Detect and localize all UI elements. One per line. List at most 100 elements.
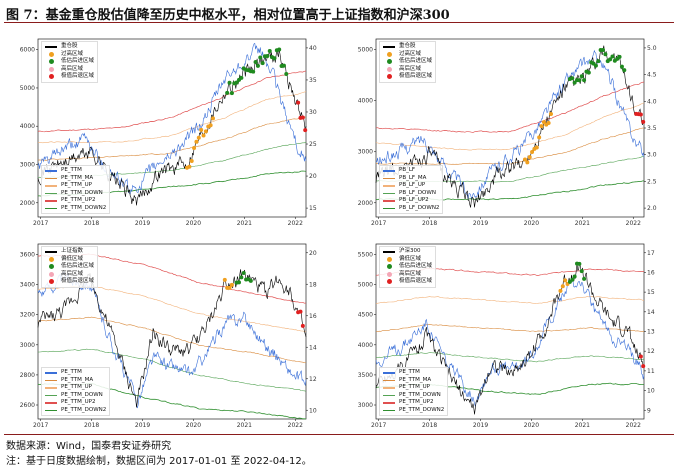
source-note: 数据来源：Wind，国泰君安证券研究: [6, 441, 172, 452]
y-left-tick-label: 3600: [20, 252, 35, 259]
legend-label: 过高区域: [399, 50, 422, 57]
chart-panel-top-right: 2017 2018 2019 2020 2021 2022 2000 3000 4000 5000…: [350, 33, 668, 231]
legend-entry: PE_TTM_MA: [383, 377, 444, 385]
marker-green: [577, 261, 582, 266]
legend-swatch: [387, 264, 392, 270]
legend-entry: PE_TTM: [45, 369, 106, 377]
y-right-tick-label: 10: [647, 388, 655, 395]
x-tick-label: 2018: [84, 422, 99, 429]
marker-green: [272, 56, 277, 61]
y-left-tick-label: 3000: [20, 161, 35, 168]
marker-green: [239, 275, 244, 280]
series-up-line: [37, 91, 307, 144]
legend-label: PE_TTM_DOWN: [61, 189, 103, 196]
legend-label: PB_LF_UP: [399, 182, 426, 188]
legend-swatch: [383, 200, 395, 202]
legend-entry: 高后区域: [383, 66, 432, 74]
legend-swatch: [387, 51, 392, 57]
x-tick-label: 2020: [186, 422, 201, 429]
marker-green: [281, 63, 286, 68]
legend-entry: 偏低区域: [45, 256, 94, 264]
legend-swatch: [383, 372, 395, 374]
legend-entry: PB_LF_UP2: [383, 197, 439, 205]
figure-title: 图 7：基金重仓股估值降至历史中枢水平，相对位置高于上证指数和沪深300: [6, 8, 450, 23]
legend-label: 偏低区域: [399, 255, 422, 262]
legend-swatch: [387, 66, 392, 72]
legend-entry: PE_TTM_UP2: [383, 399, 444, 407]
y-right-tick-label: 3.0: [647, 152, 657, 159]
marker-green: [284, 72, 289, 77]
bottom-rule: [4, 434, 674, 435]
series-index-line: [375, 262, 645, 415]
y-left-tick-label: 2800: [20, 372, 35, 379]
x-tick-label: 2020: [524, 220, 539, 227]
legend-markers: 重仓股 过高区域 低估后进区域 高后区域 极值后退区域: [379, 41, 437, 83]
marker-green: [237, 280, 241, 285]
marker-green: [601, 47, 606, 52]
marker-green: [570, 277, 575, 282]
marker-red: [296, 100, 301, 105]
y-right-tick-label: 16: [309, 313, 317, 320]
marker-red: [298, 309, 303, 314]
legend-label: 沪深300: [399, 248, 421, 254]
marker-green: [617, 54, 622, 59]
legend-label: PE_TTM_MA: [61, 376, 94, 383]
x-tick-label: 2021: [575, 220, 590, 227]
y-right-tick-label: 3.5: [647, 125, 657, 132]
marker-over: [208, 123, 213, 128]
marker-green: [579, 269, 584, 274]
y-left-tick-label: 5000: [358, 282, 373, 289]
legend-swatch: [383, 402, 395, 404]
marker-green: [610, 54, 615, 59]
y-left-tick-label: 2600: [20, 402, 35, 409]
legend-swatch: [383, 409, 395, 411]
y-right-tick-label: 12: [647, 348, 655, 355]
legend-swatch: [49, 51, 54, 57]
legend-swatch: [49, 271, 54, 277]
marker-green: [260, 61, 265, 66]
marker-green: [619, 64, 624, 69]
legend-entry: PB_LF_MA: [383, 175, 439, 183]
y-left-tick-label: 5000: [20, 85, 35, 92]
legend-entry: 极值后退区域: [383, 278, 432, 286]
legend-entry: PE_TTM_DOWN: [383, 392, 444, 400]
legend-entry: PE_TTM_DOWN2: [383, 407, 444, 415]
marker-over: [201, 133, 206, 138]
marker-green: [265, 53, 270, 58]
y-left-tick-label: 3200: [20, 312, 35, 319]
y-left-tick-label: 3400: [20, 282, 35, 289]
legend-entry: PE_TTM_DOWN: [45, 190, 106, 198]
legend-swatch: [45, 185, 57, 187]
y-right-tick-label: 20: [309, 173, 317, 180]
y-right-tick-label: 17: [647, 250, 655, 257]
y-right-tick-label: 40: [309, 45, 317, 52]
x-tick-label: 2022: [626, 220, 641, 227]
marker-green: [579, 74, 584, 79]
legend-label: 高后区域: [61, 65, 84, 72]
marker-over: [203, 129, 208, 134]
y-right-tick-label: 25: [309, 141, 317, 148]
marker-red: [641, 119, 646, 124]
x-tick-label: 2017: [33, 422, 48, 429]
marker-over: [539, 124, 544, 129]
marker-over: [199, 127, 204, 132]
marker-green: [255, 63, 260, 68]
legend-label: PE_TTM_DOWN2: [61, 204, 107, 211]
legend-entry: PE_TTM_MA: [45, 377, 106, 385]
x-tick-label: 2020: [186, 220, 201, 227]
x-tick-label: 2021: [575, 422, 590, 429]
legend-swatch: [45, 372, 57, 374]
marker-green: [622, 68, 627, 73]
legend-swatch: [49, 59, 54, 65]
marker-green: [570, 76, 575, 81]
x-tick-label: 2018: [422, 220, 437, 227]
legend-entry: 偏低区域: [383, 256, 432, 264]
legend-entry: PE_TTM_DOWN: [45, 392, 106, 400]
y-right-tick-label: 35: [309, 77, 317, 84]
legend-label: 低估后进区域: [399, 263, 433, 269]
legend-label: 高后区域: [399, 65, 422, 72]
legend-swatch: [45, 207, 57, 209]
y-left-tick-label: 6000: [20, 47, 35, 54]
legend-label: 重仓股: [399, 43, 416, 49]
legend-swatch: [383, 207, 395, 209]
